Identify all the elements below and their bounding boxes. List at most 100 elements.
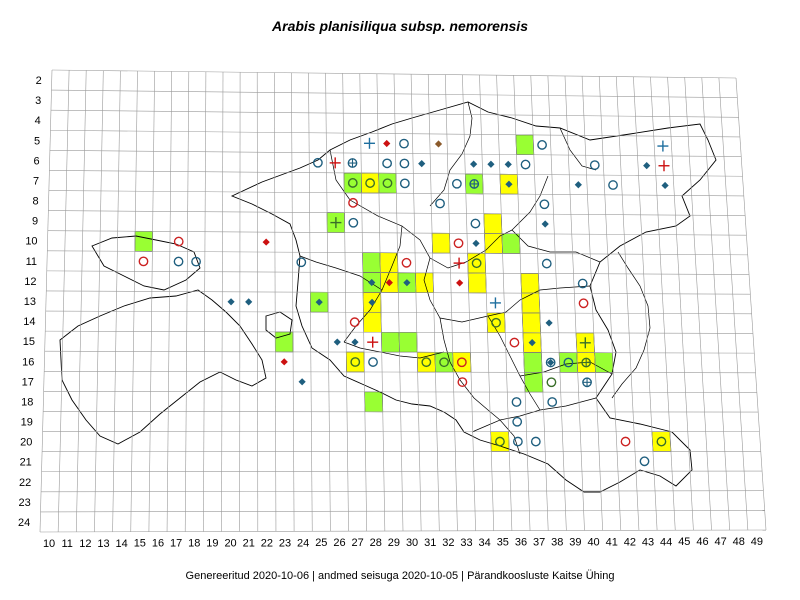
marker-circle-blue xyxy=(191,256,201,267)
grid-cell-green xyxy=(362,252,381,273)
marker-circle-blue xyxy=(470,218,481,229)
grid-line-horizontal xyxy=(49,150,742,157)
y-axis-label: 16 xyxy=(22,356,34,368)
marker-diamond-blue xyxy=(245,298,253,306)
marker-circle-red xyxy=(138,256,149,267)
marker-circle-blue xyxy=(348,217,359,228)
y-axis-label: 19 xyxy=(21,417,33,429)
marker-circle-blue xyxy=(577,278,588,289)
grid-line-horizontal xyxy=(45,310,752,315)
y-axis-label: 4 xyxy=(35,115,41,127)
grid-cell-yellow xyxy=(521,292,541,314)
marker-circle-red xyxy=(456,357,467,368)
marker-circle-blue xyxy=(399,158,410,169)
y-axis-label: 2 xyxy=(36,75,42,87)
x-axis-label: 23 xyxy=(279,537,291,549)
marker-circle-blue xyxy=(173,256,184,267)
grid-line-horizontal xyxy=(46,290,751,295)
x-axis-label: 43 xyxy=(642,536,654,548)
marker-circle-green xyxy=(382,178,393,189)
grid-line-horizontal xyxy=(47,230,747,236)
grid-cell-green xyxy=(134,230,153,252)
grid-cell-green xyxy=(343,172,362,194)
grid-line-vertical xyxy=(427,74,440,531)
grid-line-vertical xyxy=(57,70,70,532)
marker-circle-red xyxy=(173,236,184,247)
x-axis-label: 12 xyxy=(79,538,91,550)
saaremaa-outline xyxy=(59,289,267,445)
marker-circle-blue xyxy=(608,180,618,190)
grid-line-horizontal xyxy=(48,190,744,197)
grid-line-vertical xyxy=(479,74,495,531)
marker-diamond-blue xyxy=(541,220,549,228)
grid-cell-green xyxy=(558,352,579,373)
marker-diamondcircle-blue xyxy=(545,357,556,368)
marker-circle-blue xyxy=(382,158,393,169)
marker-diamond-red xyxy=(262,238,270,246)
grid-line-horizontal xyxy=(44,350,755,354)
marker-circleplus-blue xyxy=(347,158,358,168)
grid-cell-green xyxy=(274,331,294,353)
marker-circle-blue xyxy=(520,159,531,170)
x-axis-label: 21 xyxy=(243,537,255,549)
grid-line-vertical xyxy=(547,75,567,531)
grid-cell-yellow xyxy=(345,351,365,373)
x-axis-label: 42 xyxy=(624,536,636,548)
grid-line-horizontal xyxy=(46,270,750,275)
grid-line-horizontal xyxy=(39,529,767,533)
estonia-outline xyxy=(230,101,717,493)
marker-circle-red xyxy=(578,298,589,309)
grid-cell-green xyxy=(515,134,535,156)
marker-circle-green xyxy=(439,357,449,368)
grid-cell-yellow xyxy=(483,213,503,234)
x-axis-label: 33 xyxy=(460,537,472,549)
grid-line-vertical xyxy=(112,70,121,532)
x-axis-label: 19 xyxy=(206,538,218,550)
grid-line-vertical xyxy=(376,73,386,532)
marker-plus-blue xyxy=(657,140,669,152)
y-axis-label: 6 xyxy=(34,155,40,167)
marker-circle-green xyxy=(421,357,432,368)
marker-circle-green xyxy=(491,317,501,328)
grid-line-horizontal xyxy=(50,109,739,118)
x-axis-label: 22 xyxy=(261,537,273,549)
x-axis-label: 14 xyxy=(116,538,128,550)
footer: Genereeritud 2020-10-06 | andmed seisuga… xyxy=(0,570,800,582)
y-axis-label: 9 xyxy=(32,216,38,228)
x-axis-label: 11 xyxy=(62,538,73,550)
marker-plus-red xyxy=(453,257,465,269)
y-axis-label: 10 xyxy=(25,236,37,248)
grid-line-horizontal xyxy=(51,89,738,98)
marker-circle-blue xyxy=(435,198,445,209)
marker-circle-blue xyxy=(639,456,650,467)
grid-cell-yellow xyxy=(379,252,399,273)
y-axis-label: 24 xyxy=(18,517,30,529)
marker-diamond-blue xyxy=(643,162,651,170)
grid-cell-yellow xyxy=(521,312,541,334)
grid-cell-yellow xyxy=(520,273,540,294)
marker-circleplus-blue xyxy=(582,377,592,388)
grid-line-vertical xyxy=(184,71,190,532)
marker-diamond-red xyxy=(280,358,288,366)
x-axis-label: 18 xyxy=(188,538,200,550)
marker-circle-blue xyxy=(296,257,307,268)
grid-cell-yellow xyxy=(431,232,451,254)
footer-separator: | xyxy=(461,570,465,582)
marker-layer xyxy=(138,137,670,467)
grid-line-vertical xyxy=(39,69,53,533)
marker-circle-green xyxy=(471,258,482,269)
marker-diamond-red xyxy=(383,139,391,148)
grid-line-horizontal xyxy=(40,510,765,513)
grid-cell-green xyxy=(381,331,400,353)
marker-diamond-blue xyxy=(368,298,376,306)
marker-diamond-blue xyxy=(661,181,669,190)
y-axis-label: 17 xyxy=(22,376,34,388)
grid-line-vertical xyxy=(342,73,349,532)
marker-circle-red xyxy=(349,317,360,328)
y-axis-label: 23 xyxy=(19,497,31,509)
marker-diamond-blue xyxy=(487,160,495,168)
y-axis-label: 13 xyxy=(24,296,36,308)
x-axis-label: 39 xyxy=(569,537,581,549)
x-axis-label: 45 xyxy=(678,536,690,548)
grid-line-horizontal xyxy=(47,250,748,256)
